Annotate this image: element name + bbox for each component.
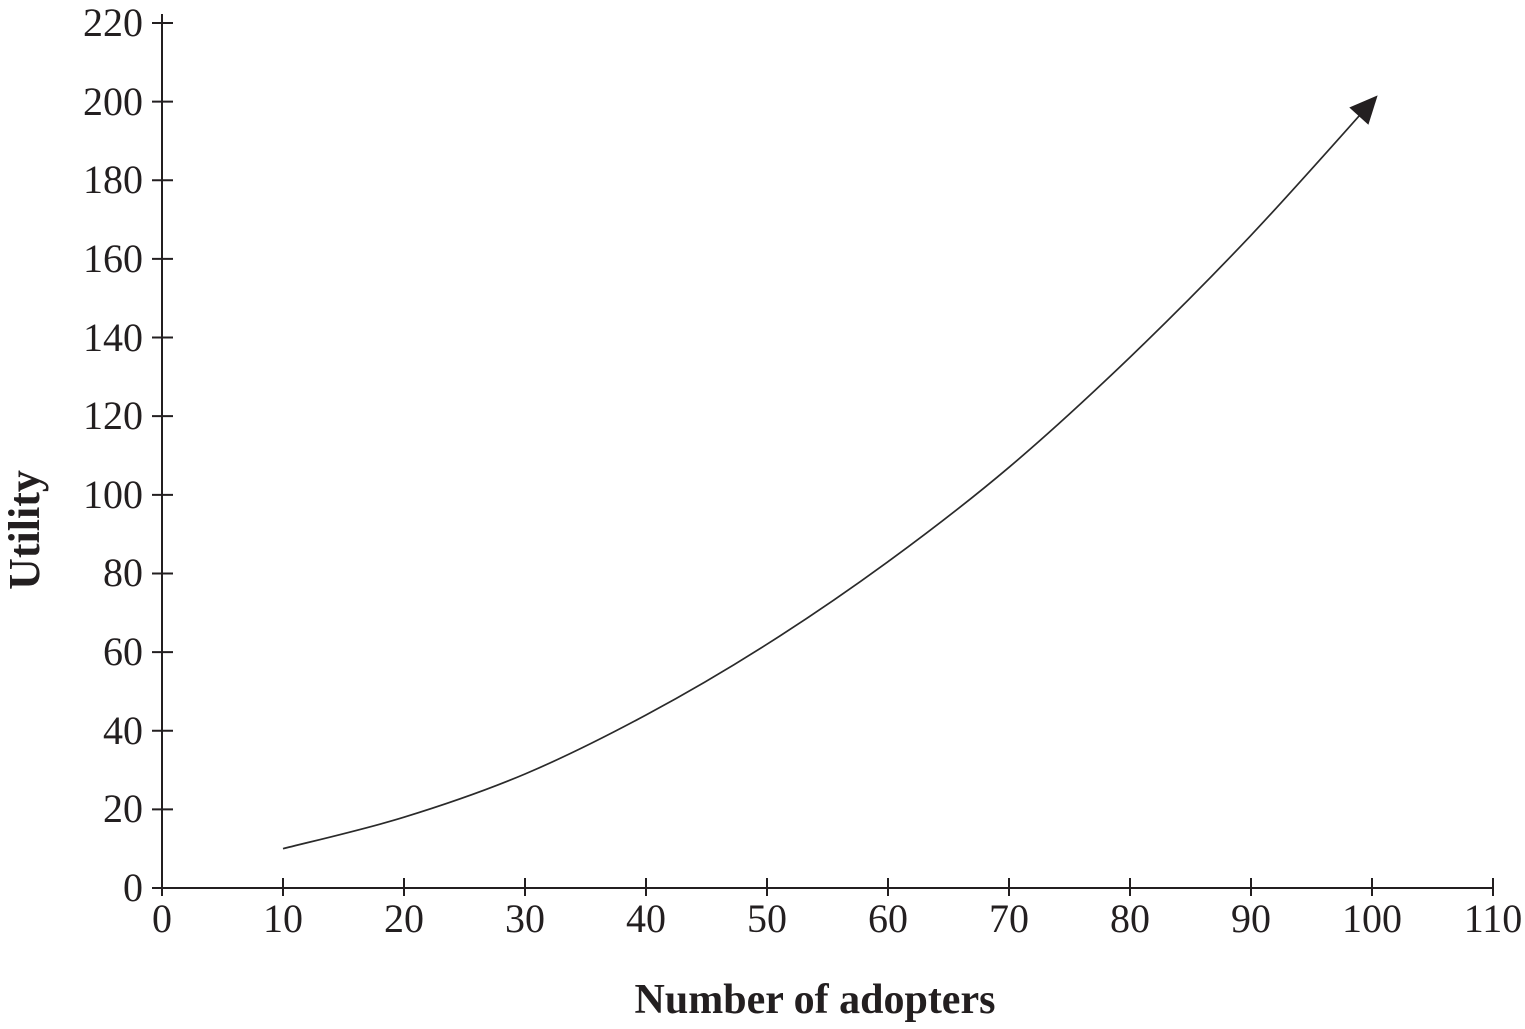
y-tick-label: 40 [103, 707, 143, 753]
y-tick-label: 120 [83, 393, 143, 439]
x-tick-label: 110 [1463, 896, 1523, 941]
x-tick-label: 30 [505, 896, 545, 941]
y-tick-label: 220 [83, 0, 143, 45]
y-tick-label: 140 [83, 314, 143, 360]
x-axis-title: Number of adopters [634, 977, 996, 1023]
y-tick-label: 180 [83, 157, 143, 203]
y-axis-ticks [152, 22, 173, 889]
y-tick-label: 100 [83, 471, 143, 517]
x-tick-label: 60 [868, 896, 908, 941]
x-tick-label: 40 [626, 896, 666, 941]
y-tick-label: 20 [103, 786, 143, 832]
x-tick-label: 20 [384, 896, 424, 941]
y-axis-title: Utility [0, 470, 49, 590]
y-tick-label: 0 [123, 865, 143, 910]
x-tick-label: 0 [152, 896, 172, 941]
y-tick-label: 60 [103, 629, 143, 675]
y-tick-label: 80 [103, 550, 143, 596]
y-tick-label: 160 [83, 235, 143, 281]
utility-curve [282, 95, 1378, 850]
x-tick-label: 10 [263, 896, 303, 941]
x-axis-ticks [161, 878, 1494, 896]
x-tick-label: 80 [1110, 896, 1150, 941]
x-tick-label: 50 [747, 896, 787, 941]
y-tick-label: 200 [83, 78, 143, 124]
x-tick-label: 70 [989, 896, 1029, 941]
x-tick-label: 90 [1231, 896, 1271, 941]
x-tick-label: 100 [1342, 896, 1402, 941]
